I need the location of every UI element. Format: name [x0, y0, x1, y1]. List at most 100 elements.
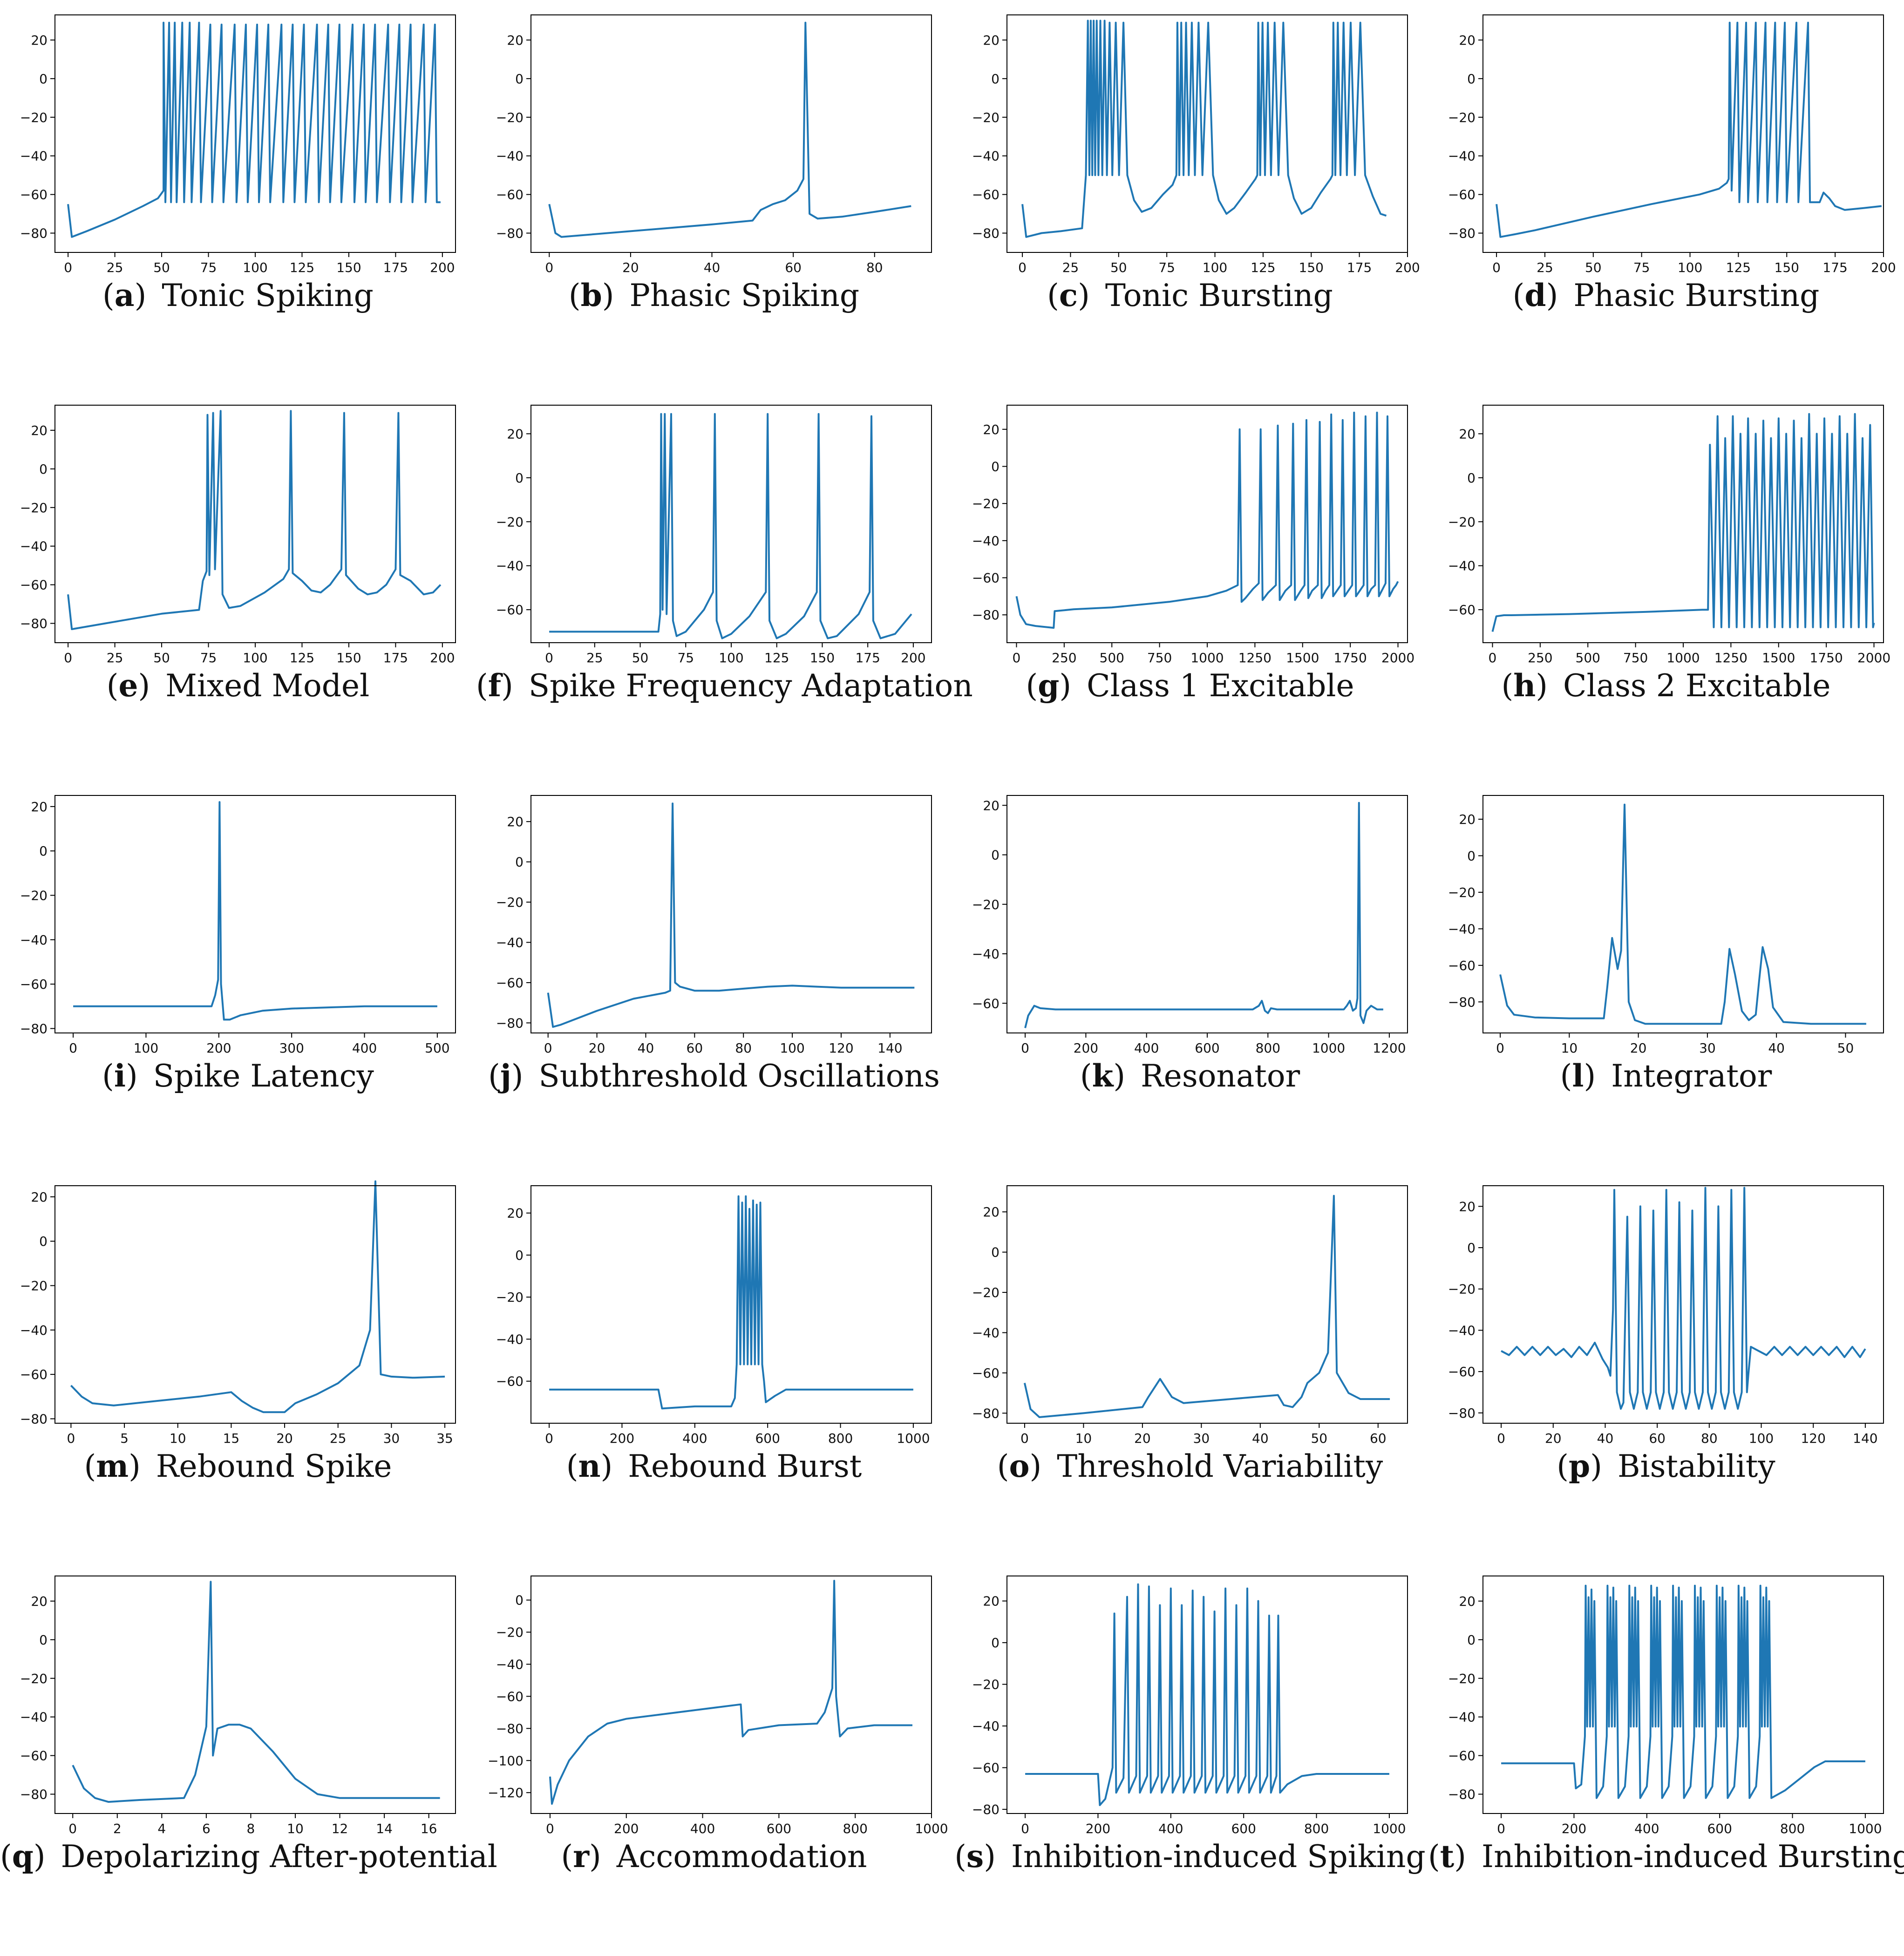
- caption-text: Rebound Burst: [628, 1448, 862, 1484]
- y-tick-label: −80: [972, 226, 1000, 241]
- series-line-i: [73, 801, 437, 1021]
- panel-n: 0 200 400 600 800 1000 −60 −40 −20 0 20 (n) Rebound…: [476, 1175, 952, 1566]
- x-tick-label: 50: [632, 650, 649, 666]
- x-tick-label: 400: [690, 1821, 715, 1836]
- y-tick-label: −40: [1448, 1323, 1476, 1338]
- x-tick-label: 25: [107, 650, 123, 666]
- x-tick-label: 600: [1707, 1821, 1732, 1836]
- y-tick-label: −40: [496, 1657, 524, 1672]
- y-tick-label: −40: [496, 149, 524, 164]
- chart-n: 0 200 400 600 800 1000 −60 −40 −20 0 20: [496, 1185, 932, 1446]
- y-tick-label: 20: [507, 426, 524, 441]
- x-tick-label: 75: [677, 650, 694, 666]
- panel-a: 0 25 50 75 100 125 150 175 200 −80 −60 −40 −20 0 20 (a)…: [0, 5, 476, 395]
- x-tick-label: 200: [430, 650, 455, 666]
- y-tick-label: −20: [496, 1290, 524, 1305]
- y-tick-label: −80: [1448, 1787, 1476, 1802]
- x-tick-label: 0: [1018, 260, 1027, 275]
- x-tick-label: 500: [1576, 650, 1600, 666]
- x-tick-label: 800: [843, 1821, 867, 1836]
- y-tick-label: 0: [991, 1245, 1000, 1260]
- y-tick-label: 20: [1459, 33, 1476, 48]
- y-tick-label: 0: [515, 71, 524, 87]
- x-tick-label: 600: [755, 1431, 780, 1446]
- x-tick-label: 75: [1633, 260, 1650, 275]
- y-tick-label: −80: [496, 226, 524, 241]
- x-tick-label: 0: [545, 650, 553, 666]
- x-tick-label: 40: [1252, 1431, 1269, 1446]
- y-tick-label: −20: [972, 1285, 1000, 1300]
- panel-h: 0 250 500 750 1000 1250 1500 1750 2000 −60 −40 −20 0…: [1428, 395, 1904, 785]
- x-tick-label: 50: [1585, 260, 1602, 275]
- chart-o: 0 10 20 30 40 50 60 −80 −60 −40 −20 0 20: [972, 1185, 1408, 1446]
- x-tick-label: 1750: [1810, 650, 1843, 666]
- y-tick-label: 0: [1467, 71, 1476, 87]
- x-tick-label: 120: [829, 1040, 853, 1056]
- x-tick-label: 20: [622, 260, 639, 275]
- x-tick-label: 75: [1158, 260, 1175, 275]
- caption-letter: l: [1572, 1058, 1584, 1094]
- y-tick-label: −40: [972, 1718, 1000, 1734]
- chart-r: 0 200 400 600 800 1000 −120 −100 −80 −60 −40 −20 0: [488, 1576, 948, 1836]
- x-tick-label: 50: [153, 260, 170, 275]
- x-tick-label: 1000: [1849, 1821, 1882, 1836]
- axes-frame: [54, 1185, 456, 1424]
- panel-k: 0 200 400 600 800 1000 1200 −60 −40 −20 0 20 (k) Res…: [952, 785, 1428, 1175]
- chart-j: 0 20 40 60 80 100 120 140 −80 −60 −40 −20 0 20: [496, 795, 932, 1056]
- y-tick-label: 20: [31, 1189, 48, 1205]
- y-tick-label: −20: [20, 500, 48, 516]
- y-tick-label: −20: [972, 897, 1000, 912]
- chart-c: 0 25 50 75 100 125 150 175 200 −80 −60 −40 −20 0 20: [972, 14, 1420, 275]
- x-tick-label: 80: [1701, 1431, 1718, 1446]
- x-tick-label: 50: [1110, 260, 1127, 275]
- axes-frame: [1482, 405, 1884, 643]
- x-tick-label: 0: [69, 1040, 77, 1056]
- chart-f: 0 25 50 75 100 125 150 175 200 −60 −40 −20 0 20: [496, 405, 932, 666]
- y-tick-label: −60: [1448, 1748, 1476, 1764]
- y-tick-label: 20: [1459, 812, 1476, 827]
- y-tick-label: 0: [39, 1234, 48, 1249]
- x-tick-label: 1250: [1714, 650, 1748, 666]
- y-tick-label: −20: [1448, 1671, 1476, 1686]
- x-tick-label: 1250: [1238, 650, 1272, 666]
- y-tick-label: −80: [496, 1721, 524, 1736]
- y-tick-label: −80: [1448, 226, 1476, 241]
- y-tick-label: 20: [31, 1594, 48, 1609]
- x-tick-label: 150: [810, 650, 835, 666]
- x-tick-label: 0: [1496, 1040, 1504, 1056]
- series-line-g: [1015, 411, 1399, 629]
- y-tick-label: −20: [972, 1677, 1000, 1692]
- y-tick-label: 20: [1459, 1199, 1476, 1214]
- caption-c: (c) Tonic Bursting: [1047, 277, 1333, 313]
- axes-frame: [1006, 14, 1408, 253]
- x-tick-label: 20: [1630, 1040, 1647, 1056]
- y-tick-label: −60: [972, 1760, 1000, 1776]
- x-tick-label: 0: [545, 1431, 553, 1446]
- caption-text: Spike Latency: [153, 1058, 374, 1094]
- caption-text: Subthreshold Oscillations: [538, 1058, 940, 1094]
- x-tick-label: 1000: [1190, 650, 1224, 666]
- y-tick-label: 0: [39, 1632, 48, 1648]
- panel-b: 0 20 40 60 80 −80 −60 −40 −20 0 20 (b) Phasic Spiki…: [476, 5, 952, 395]
- y-tick-label: −80: [972, 607, 1000, 623]
- x-tick-label: 0: [1492, 260, 1501, 275]
- x-tick-label: 175: [383, 260, 408, 275]
- y-tick-label: −20: [972, 496, 1000, 511]
- x-tick-label: 0: [546, 1821, 554, 1836]
- panel-o: 0 10 20 30 40 50 60 −80 −60 −40 −20 0 20 (o) Threshol…: [952, 1175, 1428, 1566]
- y-tick-label: −40: [20, 1323, 48, 1338]
- y-tick-label: −60: [20, 1748, 48, 1764]
- series-line-k: [1024, 801, 1383, 1028]
- chart-l: 0 10 20 30 40 50 −80 −60 −40 −20 0 20: [1448, 795, 1884, 1056]
- y-tick-label: 0: [1467, 1240, 1476, 1256]
- y-tick-label: −40: [972, 1325, 1000, 1341]
- x-tick-label: 0: [67, 1431, 75, 1446]
- caption-text: Bistability: [1617, 1448, 1775, 1484]
- chart-g: 0 250 500 750 1000 1250 1500 1750 2000 −80 −60 −40 −…: [972, 405, 1414, 666]
- x-tick-label: 200: [1395, 260, 1420, 275]
- y-tick-label: −60: [496, 975, 524, 991]
- y-tick-label: −40: [972, 533, 1000, 549]
- x-tick-label: 200: [1562, 1821, 1586, 1836]
- y-tick-label: 0: [515, 1593, 524, 1608]
- panel-i: 0 100 200 300 400 500 −80 −60 −40 −20 0 20 (i) Spike…: [0, 785, 476, 1175]
